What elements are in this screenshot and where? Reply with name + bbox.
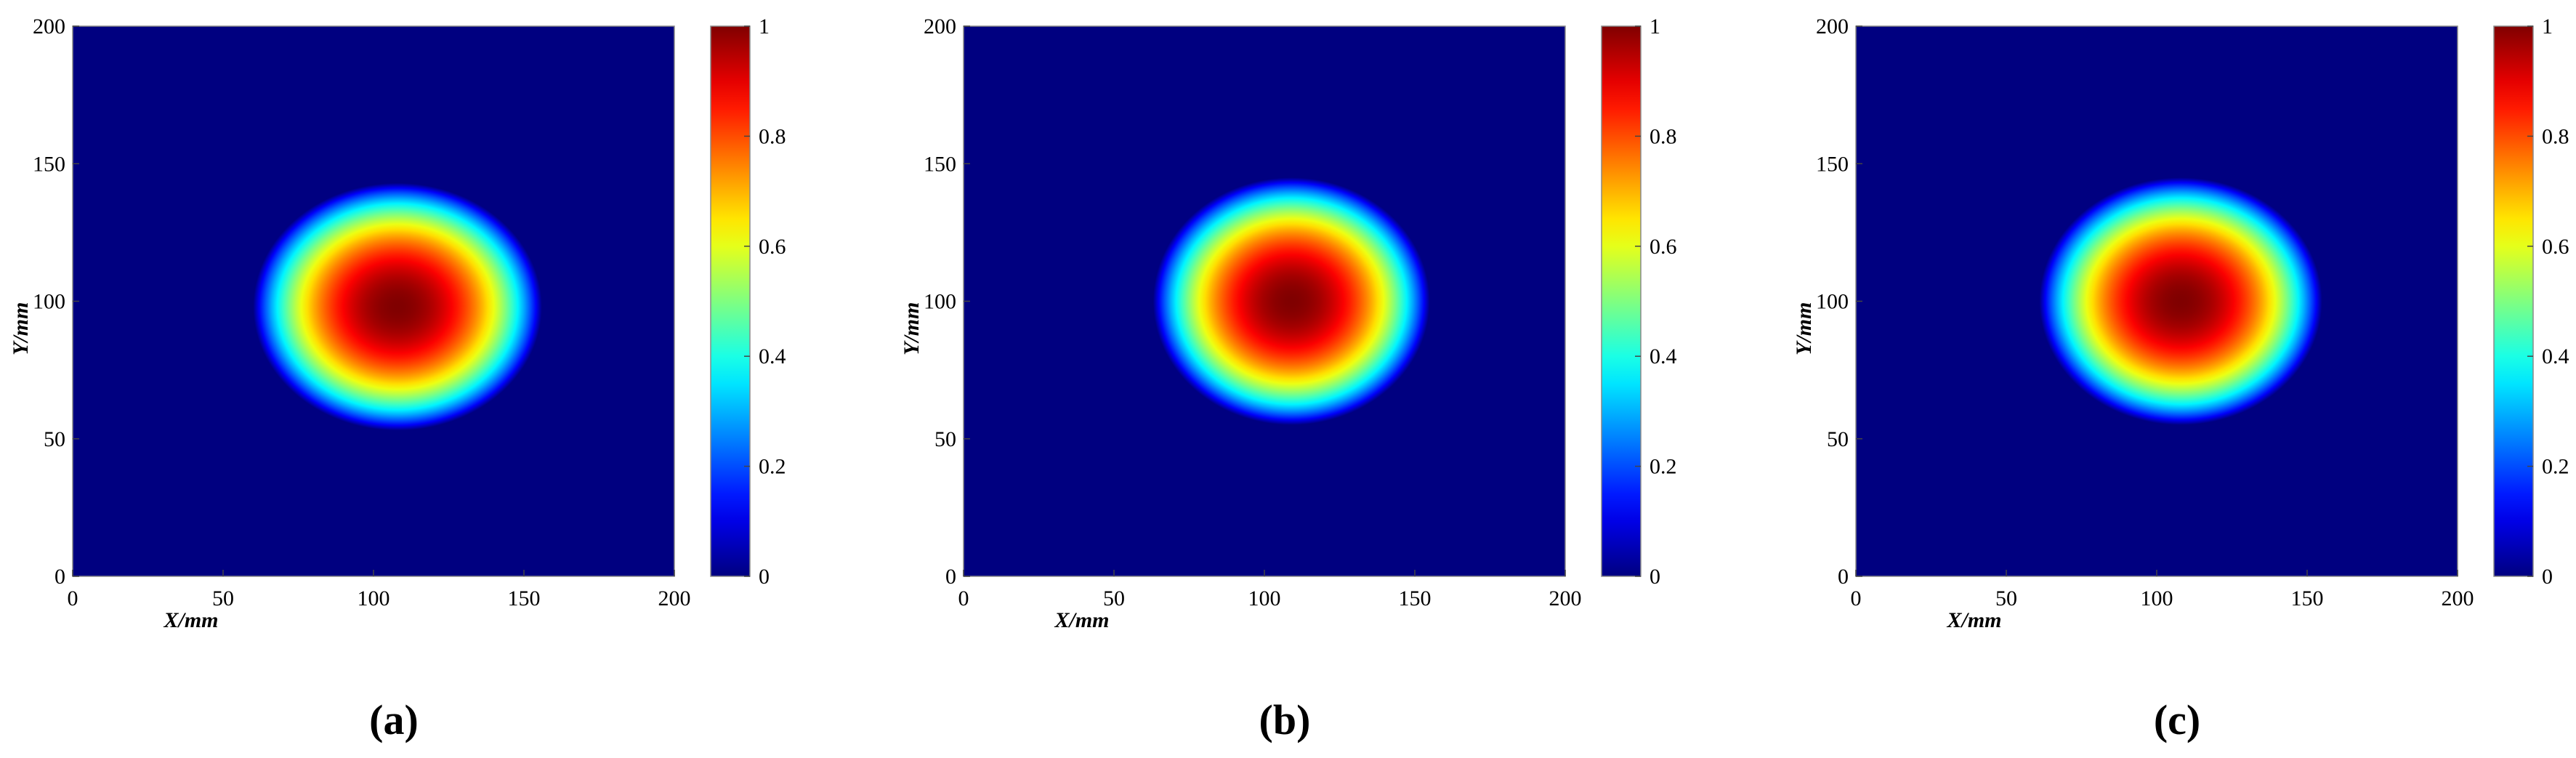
y-tick-label: 50 xyxy=(934,427,956,451)
colorbar: 0 0.2 0.4 0.6 0.8 1 xyxy=(710,15,786,589)
y-axis-label: Y/mm xyxy=(900,302,924,355)
colorbar-tick-label: 0.4 xyxy=(1650,344,1677,368)
y-tick-label: 0 xyxy=(945,565,956,589)
colorbar-gradient xyxy=(1601,25,1642,577)
heat-spot xyxy=(1152,177,1430,425)
y-axis-label: Y/mm xyxy=(1792,302,1816,355)
y-tick-label: 100 xyxy=(924,290,956,314)
colorbar-tick-label: 0 xyxy=(759,565,770,589)
panel-caption: (a) xyxy=(369,696,419,743)
x-tick-label: 0 xyxy=(958,586,969,610)
colorbar-tick-label: 1 xyxy=(2542,15,2553,39)
panel-b: 0 50 100 150 200050100150200X/mmY/mm00.20.40… xyxy=(900,15,1677,743)
colorbar-tick-label: 0.8 xyxy=(2542,124,2569,148)
colorbar-tick-label: 0.6 xyxy=(1650,235,1677,259)
x-tick-label: 50 xyxy=(212,586,234,610)
x-tick-label: 150 xyxy=(2291,586,2324,610)
y-tick-label: 200 xyxy=(924,15,956,39)
colorbar-tick-label: 0.4 xyxy=(2542,344,2569,368)
colorbar-tick-label: 0.2 xyxy=(1650,455,1677,479)
colorbar-tick-label: 0.2 xyxy=(759,455,786,479)
x-tick-label: 0 xyxy=(68,586,78,610)
y-tick-label: 150 xyxy=(924,152,956,176)
x-tick-label: 150 xyxy=(1399,586,1432,610)
x-tick-label: 200 xyxy=(2442,586,2474,610)
x-tick-label: 50 xyxy=(1995,586,2017,610)
heat-spot xyxy=(2039,177,2322,425)
colorbar-tick-label: 0 xyxy=(1650,565,1660,589)
panel-caption: (b) xyxy=(1259,696,1311,743)
y-tick-label: 100 xyxy=(1816,290,1849,314)
y-axis-label: Y/mm xyxy=(9,302,33,355)
colorbar-tick-label: 0.8 xyxy=(1650,124,1677,148)
y-tick-label: 50 xyxy=(44,427,65,451)
x-axis-label: X/mm xyxy=(163,608,218,632)
colorbar-tick-label: 0.6 xyxy=(2542,235,2569,259)
y-tick-label: 0 xyxy=(1838,565,1849,589)
x-tick-label: 50 xyxy=(1103,586,1125,610)
colorbar-gradient xyxy=(710,25,751,577)
panel-caption: (c) xyxy=(2154,696,2200,743)
x-tick-label: 100 xyxy=(358,586,390,610)
colorbar: 0 0.2 0.4 0.6 0.8 1 xyxy=(1601,15,1677,589)
y-tick-label: 0 xyxy=(54,565,65,589)
panel-c: 0 50 100 150 200050100150200X/mmY/mm00.20.40… xyxy=(1792,15,2569,743)
x-tick-label: 100 xyxy=(2141,586,2173,610)
colorbar-gradient xyxy=(2493,25,2534,577)
y-tick-label: 50 xyxy=(1827,427,1849,451)
colorbar-tick-label: 0.6 xyxy=(759,235,786,259)
x-tick-label: 100 xyxy=(1248,586,1281,610)
x-tick-label: 200 xyxy=(1549,586,1582,610)
heat-spot xyxy=(253,182,542,431)
x-tick-label: 0 xyxy=(1851,586,1862,610)
panel-a: 0 50 100 150 200050100150200X/mmY/mm00.20.40… xyxy=(9,15,786,743)
colorbar-tick-label: 0.4 xyxy=(759,344,786,368)
colorbar-tick-label: 0.2 xyxy=(2542,455,2569,479)
y-tick-label: 100 xyxy=(33,290,65,314)
colorbar: 0 0.2 0.4 0.6 0.8 1 xyxy=(2493,15,2569,589)
y-tick-label: 150 xyxy=(33,152,65,176)
y-tick-label: 200 xyxy=(1816,15,1849,39)
x-tick-label: 200 xyxy=(658,586,691,610)
colorbar-tick-label: 1 xyxy=(759,15,770,39)
y-tick-label: 150 xyxy=(1816,152,1849,176)
colorbar-tick-label: 0.8 xyxy=(759,124,786,148)
colorbar-tick-label: 0 xyxy=(2542,565,2553,589)
x-tick-label: 150 xyxy=(508,586,541,610)
x-axis-label: X/mm xyxy=(1946,608,2001,632)
x-axis-label: X/mm xyxy=(1054,608,1109,632)
y-tick-label: 200 xyxy=(33,15,65,39)
colorbar-tick-label: 1 xyxy=(1650,15,1660,39)
